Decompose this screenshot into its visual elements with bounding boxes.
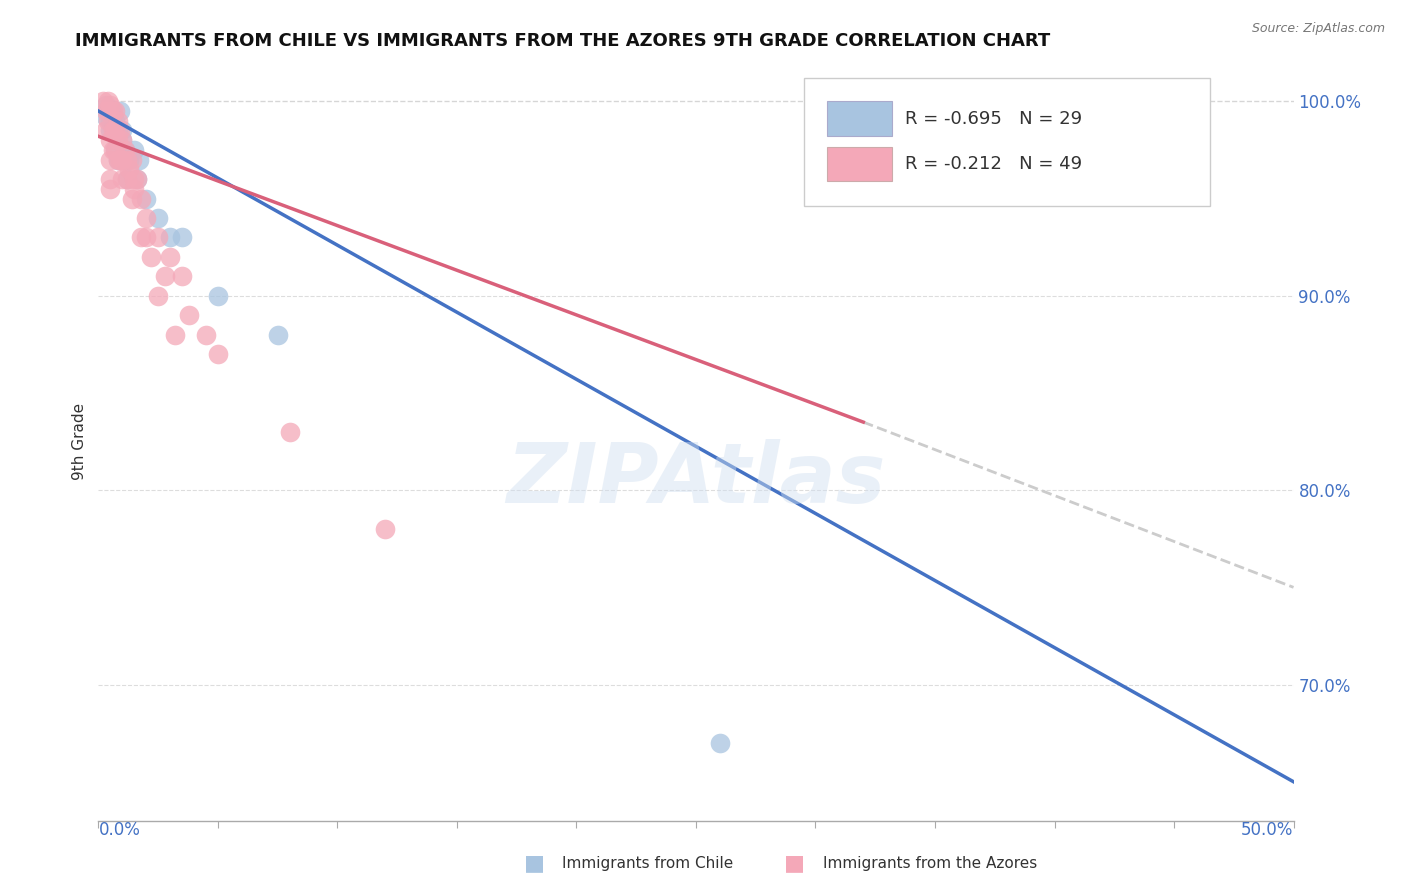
- Text: R = -0.212   N = 49: R = -0.212 N = 49: [905, 155, 1083, 173]
- Point: [159, 250, 181, 264]
- Point: [115, 153, 138, 167]
- Point: [172, 269, 194, 284]
- Point: [108, 153, 131, 167]
- Point: [98, 98, 122, 112]
- Point: [159, 230, 181, 244]
- Text: Immigrants from Chile: Immigrants from Chile: [562, 856, 734, 871]
- Point: [98, 182, 122, 196]
- Y-axis label: 9th Grade: 9th Grade: [72, 403, 87, 480]
- Text: Source: ZipAtlas.com: Source: ZipAtlas.com: [1251, 22, 1385, 36]
- Point: [118, 162, 141, 177]
- Point: [111, 172, 134, 186]
- Point: [121, 192, 143, 206]
- Point: [107, 133, 129, 147]
- Point: [139, 250, 162, 264]
- Point: [101, 123, 124, 137]
- Point: [121, 153, 143, 167]
- Point: [131, 192, 153, 206]
- Point: [107, 153, 129, 167]
- Point: [125, 172, 148, 186]
- Point: [111, 153, 134, 167]
- Point: [179, 308, 201, 322]
- Point: [94, 123, 117, 137]
- Point: [101, 103, 124, 118]
- Point: [148, 289, 170, 303]
- Text: ■: ■: [524, 854, 544, 873]
- Point: [163, 327, 186, 342]
- Point: [97, 113, 120, 128]
- Point: [108, 103, 131, 118]
- Point: [114, 143, 136, 157]
- FancyBboxPatch shape: [827, 101, 891, 136]
- Point: [135, 211, 157, 225]
- Point: [101, 143, 124, 157]
- Point: [104, 113, 127, 128]
- Point: [104, 143, 127, 157]
- Point: [124, 143, 146, 157]
- Point: [98, 102, 122, 116]
- Point: [114, 143, 136, 157]
- Point: [98, 113, 122, 128]
- Point: [124, 172, 146, 186]
- Point: [97, 95, 120, 109]
- Point: [91, 95, 114, 109]
- Point: [98, 153, 122, 167]
- Text: 0.0%: 0.0%: [98, 821, 141, 838]
- Point: [155, 269, 177, 284]
- Point: [97, 103, 120, 118]
- Point: [115, 172, 138, 186]
- Point: [131, 230, 153, 244]
- Point: [94, 110, 117, 124]
- Point: [104, 103, 127, 118]
- Point: [125, 172, 148, 186]
- Point: [101, 108, 124, 122]
- Point: [104, 143, 127, 157]
- Point: [94, 103, 117, 118]
- Point: [111, 133, 134, 147]
- Point: [148, 211, 170, 225]
- Point: [111, 153, 134, 167]
- Point: [107, 123, 129, 137]
- Text: Immigrants from the Azores: Immigrants from the Azores: [823, 856, 1036, 871]
- Point: [94, 98, 117, 112]
- Text: ZIPAtlas: ZIPAtlas: [506, 439, 886, 520]
- Point: [107, 153, 129, 167]
- FancyBboxPatch shape: [827, 146, 891, 181]
- Point: [98, 133, 122, 147]
- Point: [267, 327, 290, 342]
- Point: [104, 123, 127, 137]
- Point: [101, 120, 124, 134]
- Point: [98, 172, 122, 186]
- Point: [207, 289, 229, 303]
- Point: [128, 153, 150, 167]
- Text: ■: ■: [785, 854, 804, 873]
- Point: [148, 230, 170, 244]
- Point: [135, 192, 157, 206]
- Point: [118, 153, 141, 167]
- Text: R = -0.695   N = 29: R = -0.695 N = 29: [905, 110, 1083, 128]
- FancyBboxPatch shape: [804, 78, 1209, 207]
- Point: [111, 123, 134, 137]
- Text: 50.0%: 50.0%: [1241, 821, 1294, 838]
- Point: [709, 736, 731, 750]
- Text: IMMIGRANTS FROM CHILE VS IMMIGRANTS FROM THE AZORES 9TH GRADE CORRELATION CHART: IMMIGRANTS FROM CHILE VS IMMIGRANTS FROM…: [75, 32, 1050, 50]
- Point: [172, 230, 194, 244]
- Point: [107, 113, 129, 128]
- Point: [278, 425, 301, 439]
- Point: [111, 133, 134, 147]
- Point: [195, 327, 218, 342]
- Point: [374, 522, 396, 536]
- Point: [207, 347, 229, 361]
- Point: [108, 123, 131, 137]
- Point: [124, 182, 146, 196]
- Point: [98, 123, 122, 137]
- Point: [135, 230, 157, 244]
- Point: [115, 172, 138, 186]
